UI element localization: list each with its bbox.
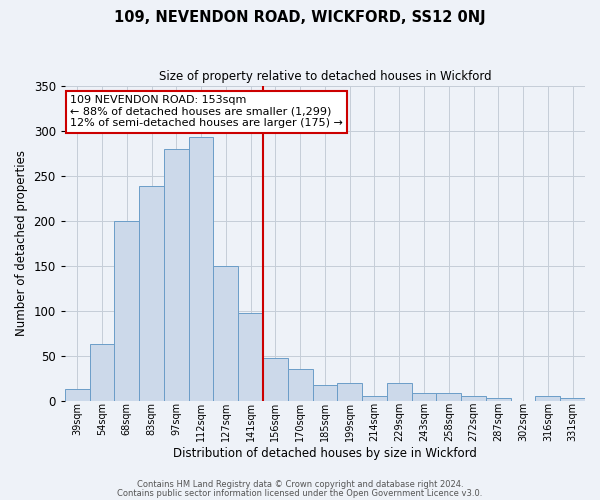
Bar bbox=[313, 386, 337, 400]
Bar bbox=[89, 344, 115, 401]
Bar bbox=[436, 394, 461, 400]
Bar bbox=[263, 358, 288, 401]
X-axis label: Distribution of detached houses by size in Wickford: Distribution of detached houses by size … bbox=[173, 447, 477, 460]
Text: 109, NEVENDON ROAD, WICKFORD, SS12 0NJ: 109, NEVENDON ROAD, WICKFORD, SS12 0NJ bbox=[114, 10, 486, 25]
Bar bbox=[486, 398, 511, 400]
Bar bbox=[139, 186, 164, 400]
Bar bbox=[188, 137, 214, 400]
Bar bbox=[412, 394, 436, 400]
Bar bbox=[288, 369, 313, 400]
Bar bbox=[214, 266, 238, 400]
Bar bbox=[535, 396, 560, 400]
Bar bbox=[337, 384, 362, 400]
Bar bbox=[238, 314, 263, 400]
Bar bbox=[164, 148, 188, 400]
Title: Size of property relative to detached houses in Wickford: Size of property relative to detached ho… bbox=[158, 70, 491, 83]
Bar bbox=[461, 396, 486, 400]
Bar bbox=[115, 220, 139, 400]
Text: 109 NEVENDON ROAD: 153sqm
← 88% of detached houses are smaller (1,299)
12% of se: 109 NEVENDON ROAD: 153sqm ← 88% of detac… bbox=[70, 95, 343, 128]
Bar bbox=[387, 384, 412, 400]
Text: Contains HM Land Registry data © Crown copyright and database right 2024.: Contains HM Land Registry data © Crown c… bbox=[137, 480, 463, 489]
Bar bbox=[560, 398, 585, 400]
Y-axis label: Number of detached properties: Number of detached properties bbox=[15, 150, 28, 336]
Text: Contains public sector information licensed under the Open Government Licence v3: Contains public sector information licen… bbox=[118, 489, 482, 498]
Bar bbox=[362, 396, 387, 400]
Bar bbox=[65, 389, 89, 400]
